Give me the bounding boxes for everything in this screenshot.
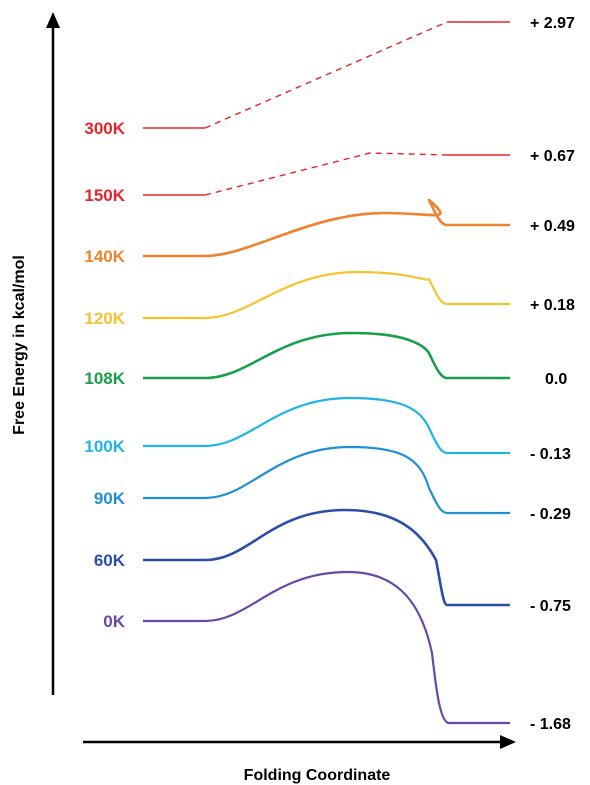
temp-label-90k: 90K <box>94 489 126 508</box>
curve-300k-transition <box>204 21 448 129</box>
curve-150k-transition <box>204 152 448 196</box>
temp-label-150k: 150K <box>84 186 125 205</box>
value-label-140k: + 0.49 <box>530 218 575 235</box>
x-axis <box>83 735 516 749</box>
value-label-0k: - 1.68 <box>530 716 571 733</box>
x-axis-arrowhead <box>500 735 516 749</box>
temp-label-120k: 120K <box>84 309 125 328</box>
value-label-90k: - 0.29 <box>530 506 571 523</box>
curve-120k <box>143 270 510 320</box>
curve-60k <box>143 508 510 607</box>
temp-label-108k: 108K <box>84 369 125 388</box>
value-label-108k: 0.0 <box>545 371 567 388</box>
value-label-100k: - 0.13 <box>530 446 571 463</box>
x-axis-title: Folding Coordinate <box>244 767 391 784</box>
y-axis-title: Free Energy in kcal/mol <box>11 255 28 435</box>
y-axis-arrowhead <box>46 12 60 28</box>
temp-label-140k: 140K <box>84 247 125 266</box>
curve-140k <box>143 198 510 258</box>
energy-curves: 300K + 2.97 150K + 0.67 140K + 0.49 120K + 0.18… <box>84 15 575 733</box>
curve-108k <box>143 331 510 380</box>
value-label-300k: + 2.97 <box>530 15 575 32</box>
temp-label-60k: 60K <box>94 551 126 570</box>
value-label-120k: + 0.18 <box>530 297 575 314</box>
temp-label-100k: 100K <box>84 437 125 456</box>
temp-label-300k: 300K <box>84 119 125 138</box>
value-label-150k: + 0.67 <box>530 148 575 165</box>
curve-0k <box>143 570 510 725</box>
temp-label-0k: 0K <box>103 612 125 631</box>
value-label-60k: - 0.75 <box>530 598 571 615</box>
y-axis <box>46 12 60 695</box>
curve-90k <box>143 445 510 515</box>
curve-100k <box>143 396 510 455</box>
